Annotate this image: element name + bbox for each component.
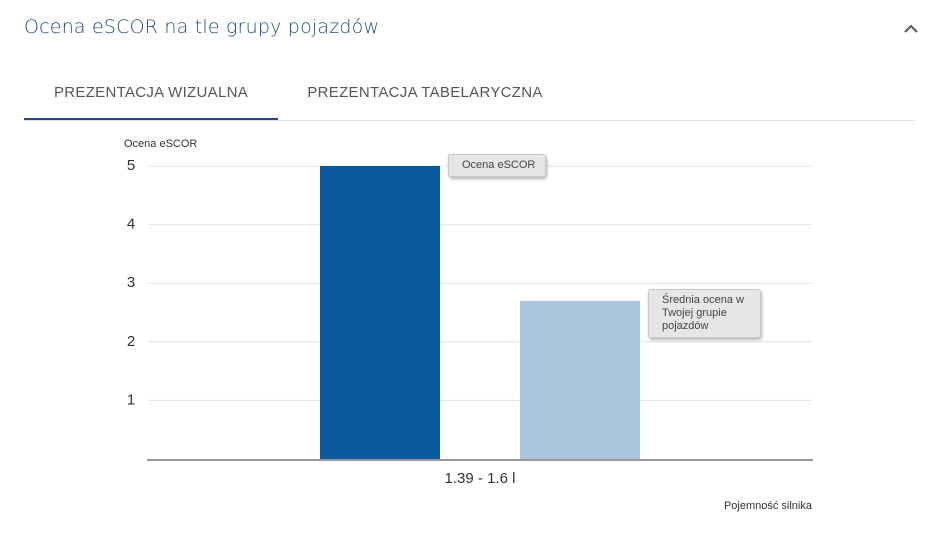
collapse-chevron[interactable]: [904, 24, 918, 33]
y-tick-label: 5: [127, 157, 135, 174]
y-tick-label: 4: [127, 216, 135, 233]
tab[interactable]: PREZENTACJA WIZUALNA: [53, 84, 249, 101]
y-tick-label: 3: [127, 274, 135, 291]
x-tick-label: 1.39 - 1.6 l: [445, 470, 516, 487]
active-tab-indicator: [24, 118, 278, 120]
bar: [320, 166, 440, 459]
tab[interactable]: PREZENTACJA TABELARYCZNA: [307, 84, 543, 101]
y-axis-label: Ocena eSCOR: [124, 138, 197, 150]
x-axis-label: Pojemność silnika: [724, 500, 813, 512]
y-tick-label: 2: [127, 333, 135, 350]
series-callout: Średnia ocena w Twojej grupie pojazdów: [648, 288, 761, 338]
section-title: Ocena eSCOR na tle grupy pojazdów: [24, 16, 380, 38]
y-tick-label: 1: [127, 391, 135, 408]
bar: [520, 300, 640, 459]
series-callout: Ocena eSCOR: [448, 154, 547, 177]
divider: [24, 120, 916, 121]
